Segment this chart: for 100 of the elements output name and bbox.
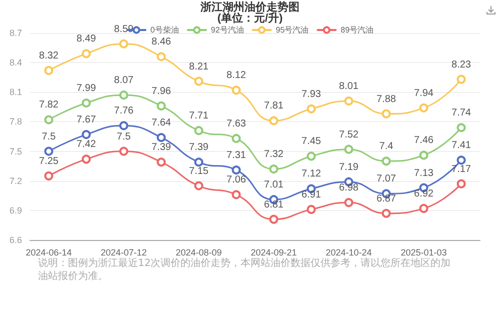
data-label: 7.12: [302, 168, 322, 180]
point: [419, 204, 428, 213]
point: [344, 198, 354, 208]
legend-label: 89号汽油: [340, 26, 374, 34]
point: [306, 104, 316, 114]
point: [119, 90, 128, 100]
data-label: 7.39: [152, 142, 172, 154]
point: [82, 154, 91, 164]
data-label: 7.4: [379, 141, 394, 152]
point: [456, 74, 466, 84]
x-tick-label: 2024-09-21: [250, 248, 297, 258]
data-label: 7.74: [452, 108, 472, 119]
legend-label: 95号汽油: [276, 26, 309, 34]
point: [232, 166, 241, 175]
data-label: 7.07: [376, 174, 396, 185]
data-label: 7.5: [116, 131, 132, 142]
point: [344, 96, 354, 106]
point: [269, 116, 278, 126]
x-tick-label: 2024-08-09: [176, 248, 222, 258]
x-tick-label: 2024-07-12: [100, 248, 147, 258]
point: [382, 208, 391, 218]
data-label: 8.32: [39, 50, 59, 62]
data-label: 7.17: [452, 164, 472, 175]
point: [194, 158, 204, 167]
point: [419, 150, 428, 160]
point: [232, 134, 241, 143]
data-label: 7.5: [42, 131, 56, 142]
point: [156, 158, 166, 167]
data-label: 7.41: [452, 140, 472, 152]
text: 说明：图例为浙江最近12次调价的油价走势，本网站油价数据仅供参考，请以您所在地区的加油站报价为准。: [38, 257, 452, 283]
legend-label: 0号柴油: [150, 26, 179, 34]
data-label: 6.87: [376, 193, 396, 204]
y-tick-label: 8.4: [9, 58, 22, 68]
y-tick-label: 6.6: [9, 235, 22, 245]
data-label: 7.31: [226, 150, 246, 162]
y-tick-label: 6.9: [9, 205, 22, 216]
data-label: 7.25: [39, 156, 59, 167]
y-tick-label: 8.1: [9, 87, 22, 98]
chart-title: 浙江湖州油价走势图: [200, 0, 300, 14]
data-label: 6.98: [339, 182, 359, 194]
point: [119, 146, 128, 156]
x-tick-label: 2024-10-24: [326, 248, 372, 258]
point: [456, 156, 466, 165]
data-label: 7.93: [302, 88, 322, 100]
y-tick-label: 7.8: [9, 116, 22, 127]
point: [194, 76, 204, 86]
data-label: 7.76: [114, 106, 134, 117]
point: [269, 164, 278, 174]
point: [194, 126, 204, 136]
data-label: 7.32: [264, 149, 284, 160]
data-label: 7.64: [152, 117, 172, 128]
data-label: 8.21: [189, 61, 209, 72]
point: [44, 66, 54, 75]
data-label: 7.39: [189, 142, 209, 154]
point: [44, 115, 54, 124]
point: [344, 144, 354, 154]
point: [82, 49, 91, 58]
data-label: 7.06: [226, 174, 246, 186]
data-label: 6.81: [264, 199, 284, 210]
point: [156, 101, 166, 110]
point: [119, 121, 128, 130]
data-label: 7.99: [76, 82, 96, 94]
y-tick-label: 7.5: [9, 146, 22, 156]
data-label: 8.46: [152, 36, 172, 48]
point: [156, 132, 166, 142]
data-label: 8.07: [114, 75, 134, 86]
point: [194, 181, 204, 190]
data-label: 7.13: [414, 168, 434, 179]
point: [82, 130, 91, 140]
point: [82, 98, 91, 108]
data-label: 7.63: [226, 118, 246, 130]
point: [232, 190, 241, 200]
point: [382, 109, 391, 118]
x-tick-label: 2025-01-03: [400, 248, 447, 258]
point: [306, 204, 316, 214]
point: [232, 86, 241, 95]
data-label: 8.12: [226, 70, 246, 82]
x-tick-label: 2024-06-14: [26, 248, 72, 258]
data-label: 7.81: [264, 100, 284, 112]
data-label: 8.23: [452, 59, 472, 70]
point: [382, 156, 391, 166]
data-label: 7.96: [152, 86, 172, 97]
y-tick-label: 8.7: [9, 28, 22, 38]
point: [119, 39, 128, 48]
data-label: 6.92: [414, 188, 434, 200]
y-tick-label: 7.2: [9, 176, 22, 186]
point: [456, 123, 466, 132]
data-label: 8.49: [76, 34, 96, 45]
point: [44, 171, 54, 180]
data-label: 7.88: [376, 94, 396, 105]
data-label: 7.46: [414, 135, 434, 146]
point: [44, 146, 54, 156]
point: [156, 52, 166, 62]
data-label: 6.91: [302, 189, 322, 200]
point: [456, 179, 466, 188]
point: [306, 152, 316, 161]
point: [269, 214, 278, 224]
data-label: 7.82: [39, 100, 59, 111]
data-label: 7.01: [264, 180, 284, 191]
data-label: 7.71: [189, 110, 209, 122]
